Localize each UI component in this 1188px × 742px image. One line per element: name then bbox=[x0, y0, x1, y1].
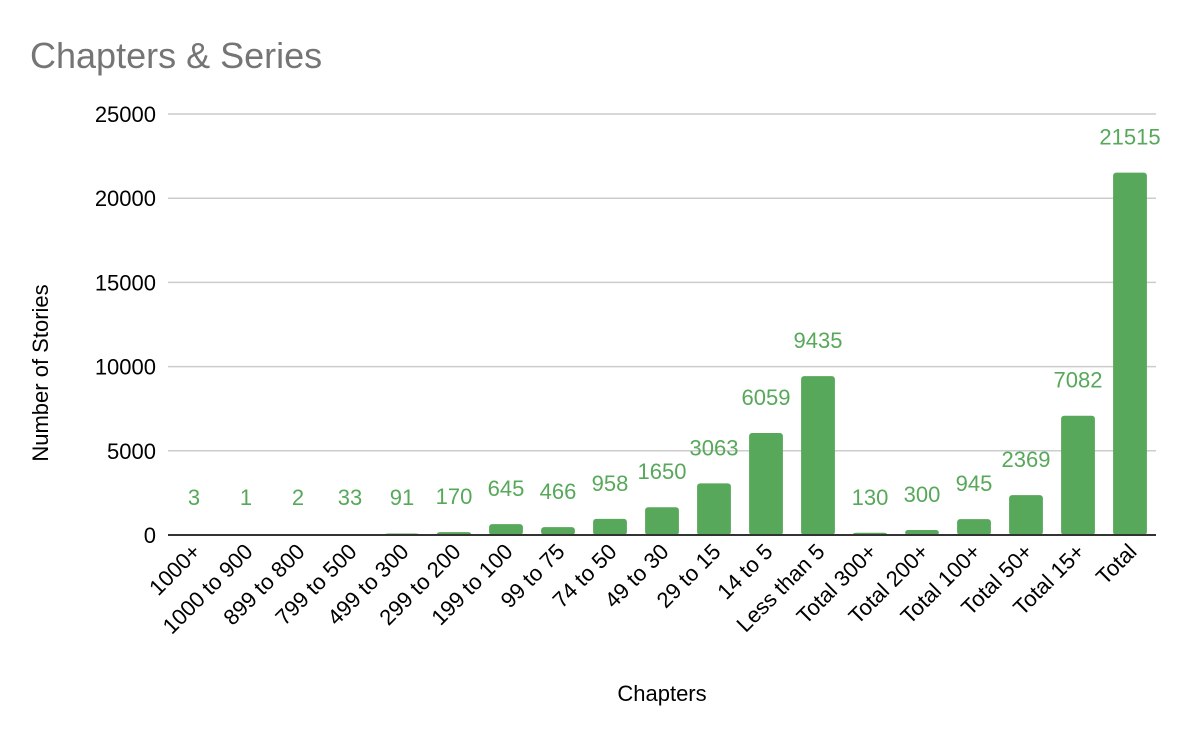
gridlines bbox=[168, 113, 1156, 452]
bar bbox=[957, 519, 991, 535]
y-tick-label: 0 bbox=[144, 523, 156, 548]
bar bbox=[541, 527, 575, 535]
bar bbox=[489, 524, 523, 535]
x-tick-label: Total bbox=[1091, 539, 1142, 590]
data-label: 2369 bbox=[1002, 447, 1051, 472]
y-tick-label: 15000 bbox=[95, 270, 156, 295]
y-tick-label: 20000 bbox=[95, 186, 156, 211]
data-label: 91 bbox=[390, 485, 414, 510]
bar bbox=[905, 529, 939, 535]
data-label: 2 bbox=[292, 485, 304, 510]
data-label: 466 bbox=[540, 479, 577, 504]
bars bbox=[177, 172, 1147, 536]
bar bbox=[593, 518, 627, 535]
data-label: 170 bbox=[436, 484, 473, 509]
y-tick-label: 10000 bbox=[95, 355, 156, 380]
y-tick-label: 25000 bbox=[95, 102, 156, 127]
data-label: 33 bbox=[338, 485, 362, 510]
data-label: 945 bbox=[956, 471, 993, 496]
bar bbox=[697, 483, 731, 535]
bar bbox=[801, 376, 835, 535]
bar bbox=[749, 432, 783, 535]
bar bbox=[1061, 415, 1095, 535]
data-label: 3 bbox=[188, 485, 200, 510]
chart-title: Chapters & Series bbox=[30, 35, 322, 76]
bar bbox=[645, 507, 679, 535]
data-label: 130 bbox=[852, 485, 889, 510]
bar bbox=[1009, 495, 1043, 535]
data-label: 6059 bbox=[742, 385, 791, 410]
data-label: 1 bbox=[240, 485, 252, 510]
data-label: 7082 bbox=[1054, 368, 1103, 393]
y-tick-label: 5000 bbox=[107, 439, 156, 464]
y-axis-ticks: 0 5000 10000 15000 20000 25000 bbox=[95, 102, 156, 548]
data-label: 300 bbox=[904, 482, 941, 507]
data-label: 1650 bbox=[638, 459, 687, 484]
data-label: 3063 bbox=[690, 435, 739, 460]
data-label: 958 bbox=[592, 471, 629, 496]
bar bbox=[1113, 172, 1147, 536]
data-label: 9435 bbox=[794, 328, 843, 353]
x-axis-title: Chapters bbox=[617, 681, 706, 706]
y-axis-title: Number of Stories bbox=[28, 284, 53, 461]
data-label: 645 bbox=[488, 476, 525, 501]
data-label: 21515 bbox=[1099, 125, 1160, 150]
